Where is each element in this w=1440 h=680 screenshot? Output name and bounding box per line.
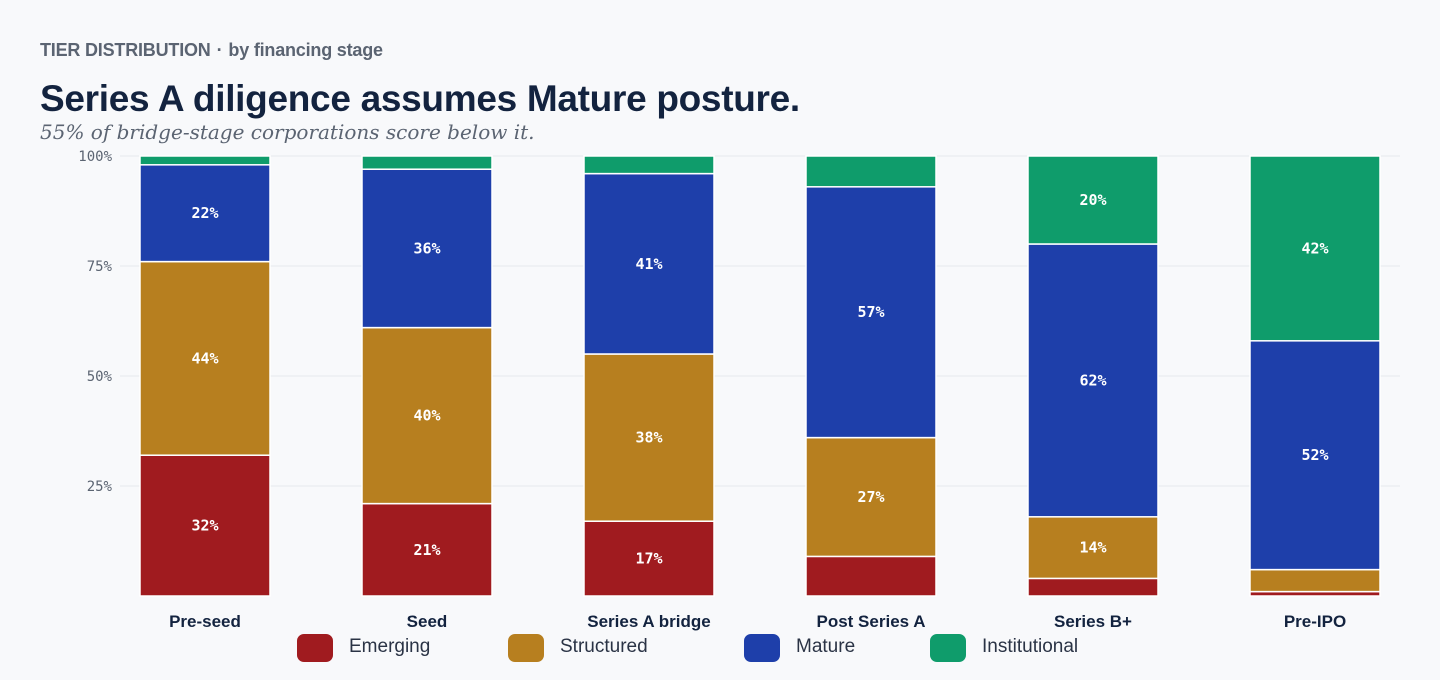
legend-swatch	[508, 634, 544, 662]
bar-data-label: 40%	[413, 407, 440, 425]
bar-segment	[361, 155, 493, 170]
bar-data-label: 52%	[1301, 446, 1328, 464]
legend-swatch	[744, 634, 780, 662]
y-tick-label: 100%	[78, 149, 112, 165]
legend-swatch	[297, 634, 333, 662]
chart-title: Series A diligence assumes Mature postur…	[40, 78, 800, 119]
bar-segment	[1027, 577, 1159, 597]
bar-segment	[1027, 243, 1159, 518]
bar-data-label: 36%	[413, 239, 440, 257]
bar-segment	[805, 436, 937, 558]
bar-data-label: 41%	[635, 255, 662, 273]
y-tick-label: 25%	[87, 479, 113, 495]
bar-data-label: 27%	[857, 488, 884, 506]
bar-data-label: 38%	[635, 429, 662, 447]
bar-data-label: 14%	[1079, 539, 1106, 557]
x-tick-label: Pre-seed	[169, 612, 241, 631]
bar-segment	[1249, 155, 1381, 342]
eyebrow-label: TIER DISTRIBUTION	[40, 40, 211, 60]
bar-segment	[583, 353, 715, 522]
bar-data-label: 17%	[635, 550, 662, 568]
legend-label: Emerging	[349, 636, 431, 657]
bar-data-label: 20%	[1079, 191, 1106, 209]
bar-segment	[583, 155, 715, 175]
bar-segment	[361, 168, 493, 329]
bar-segment	[1027, 155, 1159, 245]
bar-data-label: 21%	[413, 541, 440, 559]
bar-segment	[805, 186, 937, 439]
bar-segment	[805, 155, 937, 188]
y-tick-label: 50%	[87, 369, 113, 385]
eyebrow-separator: ·	[216, 40, 223, 60]
legend-swatch	[930, 634, 966, 662]
eyebrow-sublabel: by financing stage	[228, 40, 383, 60]
chart-subtitle: 55% of bridge-stage corporations score b…	[40, 120, 535, 144]
bar-segment	[583, 172, 715, 355]
y-tick-label: 75%	[87, 259, 113, 275]
x-tick-label: Post Series A	[817, 612, 926, 631]
bar-segment	[361, 326, 493, 505]
legend-label: Institutional	[982, 636, 1079, 657]
legend-label: Mature	[796, 636, 856, 657]
legend-label: Structured	[560, 636, 648, 657]
bar-data-label: 22%	[191, 204, 218, 222]
chart-eyebrow: TIER DISTRIBUTION · by financing stage	[40, 40, 383, 61]
chart-legend: Emerging Structured Mature Institutional	[0, 632, 1440, 664]
bar-segment	[1027, 516, 1159, 580]
bar-data-label: 32%	[191, 517, 218, 535]
bar-segment	[583, 520, 715, 597]
bar-data-label: 44%	[191, 349, 218, 367]
bar-data-label: 57%	[857, 303, 884, 321]
bar-segment	[805, 555, 937, 597]
x-tick-label: Pre-IPO	[1284, 612, 1346, 631]
bar-data-label: 62%	[1079, 371, 1106, 389]
bar-segment	[1249, 568, 1381, 593]
x-tick-label: Series A bridge	[587, 612, 710, 631]
x-tick-label: Series B+	[1054, 612, 1132, 631]
bar-segment	[139, 155, 271, 166]
x-tick-label: Seed	[407, 612, 448, 631]
bar-data-label: 42%	[1301, 239, 1328, 257]
bar-segment	[1249, 340, 1381, 571]
